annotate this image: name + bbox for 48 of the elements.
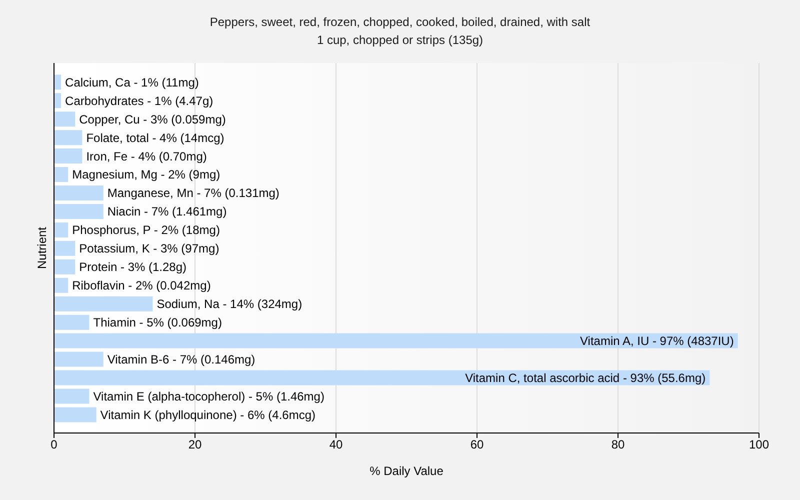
x-tick-label: 20 <box>188 438 202 452</box>
bar <box>54 388 90 404</box>
y-tick-label: Carbohydrates - 1% (4.47g) <box>65 94 214 108</box>
y-tick-label: Magnesium, Mg - 2% (9mg) <box>72 168 220 182</box>
bar <box>54 370 710 386</box>
x-axis-title: % Daily Value <box>370 464 444 478</box>
bar <box>54 222 68 238</box>
bar <box>54 333 738 348</box>
x-tick-label: 40 <box>329 438 343 452</box>
bar <box>54 148 82 164</box>
bar <box>54 186 104 201</box>
y-tick-label: Riboflavin - 2% (0.042mg) <box>72 278 211 293</box>
bar <box>54 74 62 90</box>
bar <box>54 130 82 146</box>
y-tick-label: Vitamin B-6 - 7% (0.146mg) <box>107 352 256 366</box>
bar <box>54 296 153 312</box>
bar <box>54 93 62 108</box>
bar <box>54 240 76 256</box>
x-tick-label: 0 <box>50 438 58 452</box>
bar <box>54 314 90 330</box>
bar <box>54 167 68 182</box>
bar <box>54 112 76 127</box>
chart-subtitle: 1 cup, chopped or strips (135g) <box>316 32 484 49</box>
y-tick-label: Calcium, Ca - 1% (11mg) <box>65 75 199 90</box>
y-tick-label: Vitamin A, IU - 97% (4837IU) <box>580 334 734 348</box>
bar <box>54 278 68 293</box>
y-tick-label: Vitamin E (alpha-tocopherol) - 5% (1.46mg) <box>93 389 324 404</box>
y-tick-label: Thiamin - 5% (0.069mg) <box>93 316 222 330</box>
y-tick-label: Sodium, Na - 14% (324mg) <box>156 297 302 312</box>
x-tick-label: 80 <box>611 438 625 452</box>
y-tick-label: Phosphorus, P - 2% (18mg) <box>72 223 220 238</box>
y-tick-label: Manganese, Mn - 7% (0.131mg) <box>107 186 280 200</box>
y-tick-label: Potassium, K - 3% (97mg) <box>79 242 220 256</box>
y-tick-label: Copper, Cu - 3% (0.059mg) <box>79 112 226 126</box>
y-tick-label: Folate, total - 4% (14mcg) <box>86 130 224 145</box>
y-tick-label: Iron, Fe - 4% (0.70mg) <box>86 149 207 164</box>
y-tick-label: Vitamin K (phylloquinone) - 6% (4.6mcg) <box>100 408 316 422</box>
chart-title: Peppers, sweet, red, frozen, chopped, cooked, boiled, drained, with salt <box>208 14 592 31</box>
x-tick-label: 100 <box>748 438 770 452</box>
bar <box>54 352 104 367</box>
bar <box>54 259 76 274</box>
x-tick-label: 60 <box>470 438 484 452</box>
y-tick-label: Protein - 3% (1.28g) <box>79 260 187 274</box>
y-tick-label: Vitamin C, total ascorbic acid - 93% (55.6mg) <box>465 370 706 385</box>
y-tick-label: Niacin - 7% (1.461mg) <box>107 204 227 219</box>
bar <box>54 204 104 219</box>
y-axis-title: Nutrient <box>35 226 50 270</box>
bar <box>54 407 96 422</box>
